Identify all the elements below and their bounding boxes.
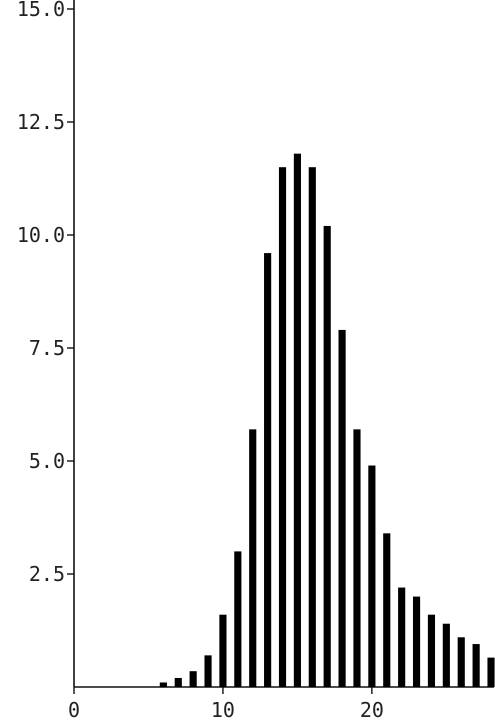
y-tick-label: 15.0 bbox=[17, 0, 65, 21]
x-tick-label: 0 bbox=[68, 698, 80, 721]
bar bbox=[249, 429, 257, 687]
y-tick-label: 5.0 bbox=[29, 449, 65, 473]
bar bbox=[293, 153, 301, 687]
bar bbox=[368, 465, 376, 687]
bar bbox=[189, 671, 197, 687]
bar bbox=[383, 533, 391, 687]
bar bbox=[264, 253, 272, 687]
y-tick-label: 12.5 bbox=[17, 110, 65, 134]
bar bbox=[442, 623, 450, 687]
x-tick-label: 10 bbox=[211, 698, 235, 721]
y-tick-label: 7.5 bbox=[29, 336, 65, 360]
bar bbox=[412, 596, 421, 687]
y-tick-label: 10.0 bbox=[17, 223, 65, 247]
bar bbox=[204, 655, 212, 687]
bar bbox=[174, 677, 182, 687]
x-tick-label: 20 bbox=[360, 698, 384, 721]
bar bbox=[427, 614, 436, 687]
bar bbox=[472, 644, 480, 687]
bar bbox=[219, 614, 227, 687]
bar bbox=[278, 167, 287, 687]
bar bbox=[398, 587, 406, 687]
chart-bars bbox=[159, 153, 495, 687]
bar bbox=[323, 225, 331, 687]
bar bbox=[308, 167, 316, 687]
bar bbox=[353, 429, 361, 687]
bar bbox=[234, 551, 242, 687]
bar bbox=[159, 682, 167, 687]
bar bbox=[457, 637, 465, 687]
chart-tick-labels: 2.5 5.0 7.5 10.0 12.5 15.0 0 10 20 bbox=[17, 0, 384, 721]
y-tick-label: 2.5 bbox=[29, 562, 65, 586]
bar bbox=[338, 329, 346, 687]
bar bbox=[487, 657, 495, 687]
